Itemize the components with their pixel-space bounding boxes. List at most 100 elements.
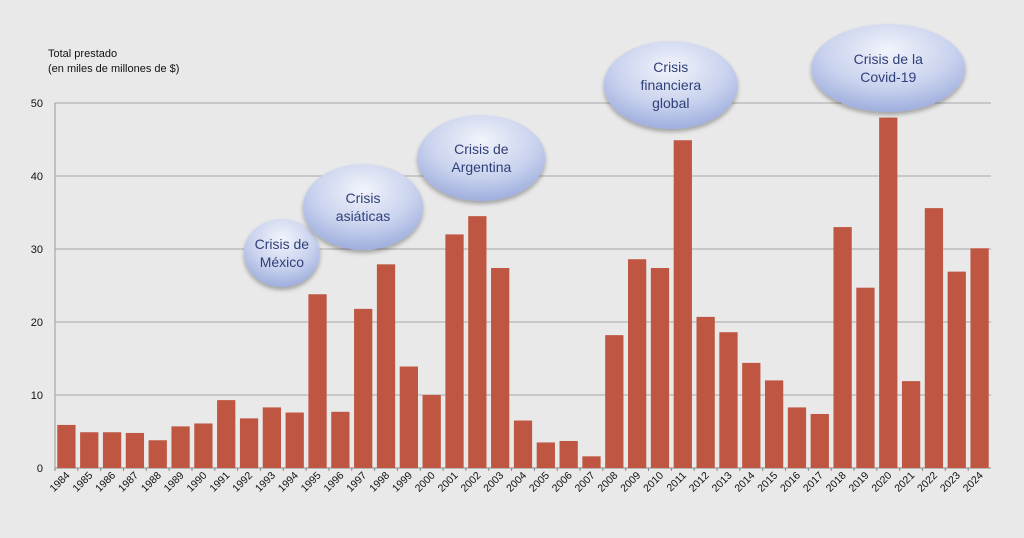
x-tick-label: 2006 — [550, 470, 575, 495]
x-tick-label: 2011 — [664, 470, 689, 495]
bar-1991 — [217, 400, 236, 468]
x-tick-label: 1984 — [48, 470, 73, 495]
annotation-text: financiera — [640, 77, 701, 93]
bar-1985 — [80, 432, 99, 468]
y-axis-title-line2: (en miles de millones de $) — [48, 63, 180, 75]
annotation-text: Covid-19 — [860, 69, 916, 85]
x-tick-label: 1997 — [344, 470, 369, 495]
annotation-ellipse — [417, 115, 546, 201]
bar-2003 — [491, 267, 510, 468]
bar-2018 — [833, 227, 852, 468]
bar-2013 — [719, 332, 738, 468]
annotation-text: asiáticas — [336, 208, 390, 224]
bar-2020 — [879, 117, 898, 468]
bar-2023 — [947, 271, 966, 468]
x-tick-label: 2023 — [938, 470, 963, 495]
x-tick-label: 1994 — [276, 470, 301, 495]
x-tick-label: 2010 — [641, 470, 666, 495]
x-tick-label: 2004 — [504, 470, 529, 495]
x-tick-label: 2005 — [527, 470, 552, 495]
annotation-ellipse — [243, 219, 320, 287]
bar-1999 — [399, 366, 418, 468]
bar-2024 — [970, 248, 989, 468]
annotation-bubble: Crisis de la Covid-19 — [811, 24, 966, 112]
x-tick-label: 1998 — [367, 470, 392, 495]
y-tick-label: 10 — [31, 390, 43, 402]
bar-2014 — [742, 362, 761, 468]
bar-2005 — [536, 442, 555, 468]
x-tick-label: 1995 — [299, 470, 324, 495]
y-tick-label: 0 — [37, 463, 43, 475]
bar-1995 — [308, 294, 327, 468]
bar-2001 — [445, 234, 464, 468]
annotation-bubble: Crisis financiera global — [603, 41, 738, 129]
bar-2015 — [764, 380, 784, 468]
annotation-text: Crisis de — [255, 236, 310, 252]
annotation-text: Crisis — [346, 190, 381, 206]
bar-1986 — [102, 432, 122, 468]
bar-2019 — [856, 287, 875, 468]
x-tick-label: 1992 — [230, 470, 255, 495]
bar-2002 — [468, 216, 487, 468]
y-tick-label: 40 — [31, 171, 43, 183]
x-tick-label: 1989 — [162, 470, 187, 495]
x-tick-label: 1991 — [207, 470, 232, 495]
x-tick-label: 2008 — [595, 470, 620, 495]
bar-1992 — [239, 418, 259, 468]
annotation-text: Crisis de la — [854, 51, 923, 67]
bar-2007 — [582, 456, 601, 468]
x-tick-label: 1986 — [93, 470, 118, 495]
annotation-bubble: Crisis de Argentina — [417, 115, 546, 201]
x-tick-label: 2012 — [687, 470, 712, 495]
x-tick-label: 2007 — [573, 470, 598, 495]
bar-1988 — [148, 440, 167, 468]
x-tick-label: 2013 — [710, 470, 735, 495]
bar-1997 — [354, 308, 373, 468]
x-tick-label: 2014 — [732, 470, 757, 495]
x-tick-label: 2017 — [801, 470, 826, 495]
bar-1989 — [171, 426, 190, 468]
x-tick-label: 2018 — [824, 470, 849, 495]
x-tick-label: 1988 — [139, 470, 164, 495]
bar-2012 — [696, 316, 715, 468]
annotation-ellipse — [603, 41, 738, 129]
bar-2000 — [422, 395, 441, 468]
bar-2009 — [628, 259, 647, 468]
x-tick-label: 1990 — [185, 470, 210, 495]
bar-2022 — [924, 208, 944, 468]
bar-1993 — [262, 407, 282, 468]
x-tick-label: 2020 — [869, 470, 894, 495]
bar-2017 — [810, 413, 829, 468]
bar-2021 — [901, 381, 921, 468]
annotation-text: México — [260, 254, 305, 270]
x-tick-label: 1996 — [321, 470, 346, 495]
y-tick-label: 30 — [31, 244, 43, 256]
x-tick-label: 2024 — [961, 470, 986, 495]
bar-1990 — [194, 423, 213, 468]
x-tick-label: 2003 — [481, 470, 506, 495]
x-tick-label: 1993 — [253, 470, 278, 495]
bar-2011 — [673, 140, 692, 469]
x-tick-label: 2000 — [413, 470, 438, 495]
x-tick-label: 1987 — [116, 470, 141, 495]
bar-2006 — [559, 440, 578, 468]
x-tick-label: 2021 — [892, 470, 917, 495]
x-tick-label: 2019 — [847, 470, 872, 495]
bar-2010 — [650, 267, 670, 468]
annotation-bubble: Crisis de México — [243, 219, 320, 287]
annotation-text: Argentina — [451, 159, 511, 175]
bar-1984 — [57, 424, 76, 468]
y-axis-title-line1: Total prestado — [48, 48, 118, 60]
x-tick-label: 2016 — [778, 470, 803, 495]
x-tick-label: 1999 — [390, 470, 415, 495]
y-tick-label: 50 — [31, 98, 43, 110]
x-tick-label: 2009 — [618, 470, 643, 495]
bar-2016 — [787, 407, 807, 468]
bar-2004 — [513, 420, 533, 468]
y-tick-label: 20 — [31, 317, 43, 329]
bar-1987 — [125, 432, 145, 468]
x-tick-label: 2022 — [915, 470, 940, 495]
annotation-bubble: Crisis asiáticas — [303, 164, 424, 250]
y-axis-title: Total prestado (en miles de millones de … — [48, 47, 179, 77]
